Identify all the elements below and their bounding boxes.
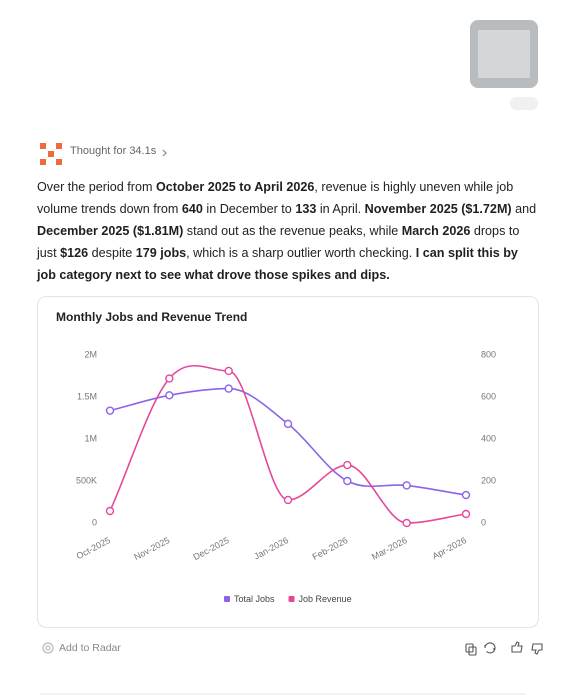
x-tick-label: Dec-2025 xyxy=(192,535,231,562)
chart-title: Monthly Jobs and Revenue Trend xyxy=(56,310,247,324)
data-point xyxy=(402,481,411,490)
message-text: stand out as the revenue peaks, while xyxy=(183,224,402,238)
message-text: drops to just xyxy=(37,224,520,260)
chevron[interactable] xyxy=(162,149,167,157)
thumbnail-content xyxy=(478,30,530,78)
message-text: December 2025 ($1.81M) xyxy=(37,224,184,238)
legend-swatch xyxy=(288,596,295,602)
y-tick-label: 500K xyxy=(76,475,97,485)
message-text: , revenue is highly uneven while job vol… xyxy=(37,180,514,216)
message-text: and xyxy=(511,202,537,216)
message-text: 133 xyxy=(295,202,317,216)
x-tick-label: Nov-2025 xyxy=(132,535,171,562)
series-line xyxy=(109,387,467,496)
y2-tick-label: 0 xyxy=(481,517,486,527)
message-text: March 2026 xyxy=(401,224,471,238)
x-tick-label: Jan-2026 xyxy=(252,535,290,561)
data-point xyxy=(402,518,411,528)
message-text: despite xyxy=(88,246,136,260)
data-point xyxy=(105,406,115,415)
legend-label: Job Revenue xyxy=(299,594,352,604)
thought-toggle[interactable]: Thought for 34.1s xyxy=(70,145,157,157)
message-text: Over the period from xyxy=(37,180,156,194)
data-point xyxy=(224,384,233,393)
x-tick-label: Oct-2025 xyxy=(75,535,112,561)
data-point xyxy=(105,506,115,516)
x-tick-label: Apr-2026 xyxy=(431,535,468,561)
y2-tick-label: 400 xyxy=(481,433,496,443)
attachment-pill xyxy=(510,97,538,110)
message-text: , which is a sharp outlier worth checkin… xyxy=(186,246,416,260)
data-point xyxy=(224,366,233,376)
data-point xyxy=(165,391,174,400)
data-point xyxy=(461,509,471,519)
y-tick-label: 1M xyxy=(84,433,97,443)
data-point xyxy=(461,490,471,500)
radar-icon xyxy=(42,642,54,654)
message-text: in December to xyxy=(202,202,296,216)
action-icons[interactable] xyxy=(465,641,543,656)
data-point xyxy=(283,419,293,429)
legend-label: Total Jobs xyxy=(234,594,275,604)
x-tick-label: Feb-2026 xyxy=(311,535,350,562)
series-line xyxy=(109,364,467,524)
legend-swatch xyxy=(224,596,230,602)
message-text: I can split this by job category next to… xyxy=(37,246,518,282)
message-text: 640 xyxy=(181,202,203,216)
y2-tick-label: 800 xyxy=(481,349,496,359)
data-point xyxy=(343,460,352,470)
message-text: 179 jobs xyxy=(135,246,187,260)
message-text: $126 xyxy=(60,246,89,260)
add-to-radar[interactable]: Add to Radar xyxy=(59,642,121,654)
y2-tick-label: 600 xyxy=(481,391,496,401)
message-text: November 2025 ($1.72M) xyxy=(364,202,512,216)
y2-tick-label: 200 xyxy=(481,475,496,485)
message-text: October 2025 to April 2026 xyxy=(156,180,315,194)
data-point xyxy=(165,374,174,383)
y-tick-label: 0 xyxy=(92,517,97,527)
logo xyxy=(40,143,62,165)
y-tick-label: 1.5M xyxy=(77,391,97,401)
data-point xyxy=(343,476,352,486)
x-tick-label: Mar-2026 xyxy=(370,535,409,562)
chart-card xyxy=(37,296,539,628)
data-point xyxy=(283,495,293,505)
y-tick-label: 2M xyxy=(84,349,97,359)
assistant-message: Over the period from October 2025 to Apr… xyxy=(37,176,537,286)
message-text: in April. xyxy=(316,202,365,216)
